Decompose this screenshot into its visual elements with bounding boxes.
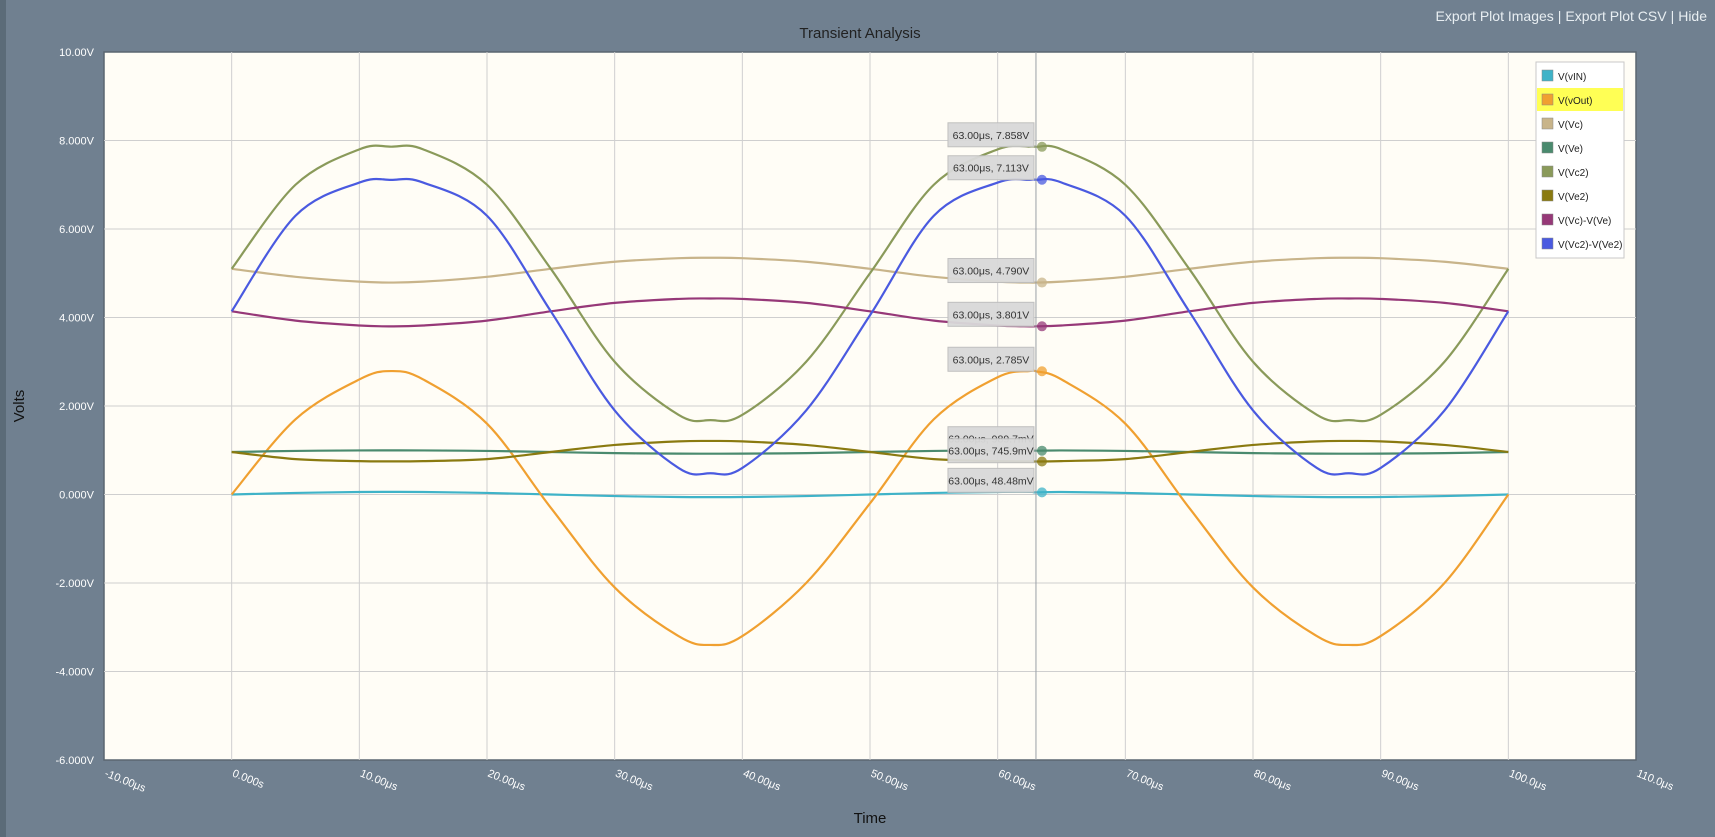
tooltip-label: 63.00μs, 745.9mV bbox=[948, 446, 1033, 458]
cursor-marker bbox=[1036, 456, 1047, 467]
y-tick-label: -6.000V bbox=[55, 755, 94, 767]
legend-item[interactable]: V(Vc)-V(Ve) bbox=[1541, 213, 1611, 227]
legend: V(vIN) V(vOut) V(Vc) V(Ve) V(Vc2) V(Ve2) V(Vc)… bbox=[1535, 61, 1625, 259]
tooltip-box bbox=[947, 467, 1035, 493]
legend-label: V(Vc) bbox=[1558, 120, 1583, 131]
y-tick-label: -4.000V bbox=[55, 667, 94, 679]
hide-link[interactable]: Hide bbox=[1678, 8, 1707, 24]
legend-item[interactable]: V(Ve2) bbox=[1541, 189, 1589, 203]
y-tick-label: 0.000V bbox=[59, 490, 95, 502]
tooltip-label: 63.00μs, 3.801V bbox=[953, 309, 1030, 321]
tooltip-label: 63.00μs, 48.48mV bbox=[948, 475, 1033, 487]
tooltip-box bbox=[947, 346, 1035, 372]
x-tick-label: 20.00μs bbox=[486, 768, 527, 794]
tooltip-label: 63.00μs, 7.858V bbox=[953, 130, 1030, 142]
cursor-marker bbox=[1036, 321, 1047, 332]
legend-swatch bbox=[1541, 93, 1554, 106]
cursor-tooltip: 63.00μs, 745.9mV bbox=[947, 438, 1035, 464]
cursor-tooltip: 63.00μs, 48.48mV bbox=[947, 467, 1035, 493]
legend-item[interactable]: V(vOut) bbox=[1537, 88, 1623, 111]
legend-item[interactable]: V(Vc2) bbox=[1541, 165, 1589, 179]
cursor-tooltip: 63.00μs, 7.858V bbox=[947, 122, 1035, 148]
cursor-markers bbox=[1036, 141, 1047, 498]
tooltip-box bbox=[947, 155, 1035, 181]
legend-swatch bbox=[1541, 213, 1554, 226]
y-tick-label: 8.000V bbox=[59, 136, 95, 148]
legend-label: V(Vc)-V(Ve) bbox=[1558, 216, 1611, 227]
legend-label: V(vOut) bbox=[1558, 96, 1592, 107]
legend-highlight bbox=[1537, 88, 1623, 111]
legend-item[interactable]: V(Ve) bbox=[1541, 141, 1583, 155]
legend-label: V(vIN) bbox=[1558, 72, 1586, 83]
series-line-v-vc-v-ve-[interactable] bbox=[231, 297, 1509, 328]
legend-item[interactable]: V(Vc2)-V(Ve2) bbox=[1541, 237, 1622, 251]
legend-swatch bbox=[1541, 189, 1554, 202]
legend-swatch bbox=[1541, 237, 1554, 250]
legend-item[interactable]: V(Vc) bbox=[1541, 117, 1583, 131]
legend-item[interactable]: V(vIN) bbox=[1541, 69, 1586, 83]
x-tick-label: 30.00μs bbox=[614, 768, 655, 794]
legend-label: V(Vc2) bbox=[1558, 168, 1589, 179]
legend-label: V(Ve) bbox=[1558, 144, 1583, 155]
export-plot-csv-link[interactable]: Export Plot CSV bbox=[1565, 8, 1667, 24]
y-axis-title: Volts bbox=[11, 390, 28, 423]
cursor-marker bbox=[1036, 445, 1047, 456]
tooltip-box bbox=[947, 301, 1035, 327]
legend-label: V(Ve2) bbox=[1558, 192, 1589, 203]
y-tick-label: 10.00V bbox=[59, 47, 95, 59]
x-tick-label: 110.0μs bbox=[1635, 768, 1676, 794]
grid bbox=[104, 52, 1636, 760]
x-tick-label: 50.00μs bbox=[869, 768, 910, 794]
x-tick-label: 10.00μs bbox=[358, 768, 399, 794]
tooltip-label: 63.00μs, 2.785V bbox=[953, 354, 1030, 366]
cursor-tooltips: 63.00μs, 7.858V 63.00μs, 7.113V 63.00μs, 4… bbox=[947, 122, 1035, 493]
series-line-v-ve2-[interactable] bbox=[231, 439, 1509, 463]
legend-swatch bbox=[1541, 165, 1554, 178]
tooltip-box bbox=[947, 438, 1035, 464]
x-tick-label: 100.0μs bbox=[1507, 768, 1548, 794]
link-separator: | bbox=[1670, 8, 1675, 24]
tooltip-label: 63.00μs, 7.113V bbox=[953, 163, 1029, 175]
cursor-marker bbox=[1036, 141, 1047, 152]
link-separator: | bbox=[1557, 8, 1562, 24]
tooltip-label: 63.00μs, 4.790V bbox=[953, 266, 1030, 278]
chart-title: Transient Analysis bbox=[799, 25, 920, 42]
series-line-v-vin-[interactable] bbox=[231, 490, 1509, 499]
export-links: Export Plot Images | Export Plot CSV | Hide bbox=[1435, 8, 1707, 24]
x-tick-label: 60.00μs bbox=[997, 768, 1038, 794]
series-line-v-ve-[interactable] bbox=[231, 449, 1509, 455]
legend-swatch bbox=[1541, 117, 1554, 130]
x-tick-label: 80.00μs bbox=[1252, 768, 1293, 794]
x-tick-label: 90.00μs bbox=[1380, 768, 1421, 794]
cursor-tooltip: 63.00μs, 7.113V bbox=[947, 155, 1035, 181]
y-tick-label: 2.000V bbox=[59, 401, 95, 413]
export-plot-images-link[interactable]: Export Plot Images bbox=[1435, 8, 1554, 24]
x-axis-title: Time bbox=[854, 810, 887, 827]
tooltip-box bbox=[947, 122, 1035, 148]
cursor-marker bbox=[1036, 487, 1047, 498]
cursor-tooltip: 63.00μs, 3.801V bbox=[947, 301, 1035, 327]
series-line-v-vc-[interactable] bbox=[231, 256, 1509, 284]
cursor-marker bbox=[1036, 277, 1047, 288]
tooltip-box bbox=[947, 258, 1035, 284]
x-tick-label: 70.00μs bbox=[1124, 768, 1165, 794]
cursor-tooltip: 63.00μs, 4.790V bbox=[947, 258, 1035, 284]
y-tick-label: 4.000V bbox=[59, 313, 95, 325]
legend-swatch bbox=[1541, 141, 1554, 154]
x-tick-label: 0.000s bbox=[231, 768, 267, 792]
legend-label: V(Vc2)-V(Ve2) bbox=[1558, 240, 1622, 251]
series-line-v-vc2-v-ve2-[interactable] bbox=[230, 177, 1510, 476]
cursor-tooltip: 63.00μs, 2.785V bbox=[947, 346, 1035, 372]
x-tick-label: 40.00μs bbox=[741, 768, 782, 794]
x-tick-label: -10.00μs bbox=[103, 768, 148, 795]
y-tick-label: -2.000V bbox=[55, 578, 94, 590]
series-line-v-vout-[interactable] bbox=[230, 369, 1510, 647]
cursor-marker bbox=[1036, 174, 1047, 185]
y-tick-label: 6.000V bbox=[59, 224, 95, 236]
series-line-v-vc2-[interactable] bbox=[230, 144, 1510, 423]
cursor-marker bbox=[1036, 366, 1047, 377]
series-layer bbox=[230, 144, 1510, 647]
legend-swatch bbox=[1541, 69, 1554, 82]
